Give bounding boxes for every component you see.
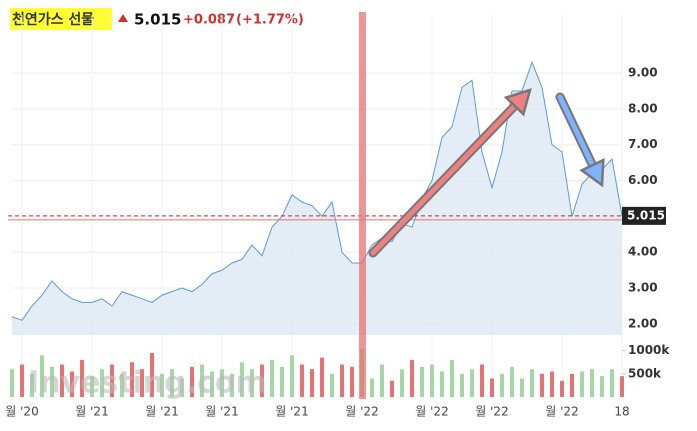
y-tick-label: 4.00 (628, 245, 658, 259)
volume-bar (540, 373, 544, 397)
volume-bar (320, 357, 324, 397)
price-line (11, 60, 623, 321)
volume-bar (350, 366, 354, 397)
volume-bar (390, 380, 394, 397)
up-arrow-head (503, 88, 532, 117)
volume-bar (30, 373, 34, 397)
volume-bar (180, 378, 184, 397)
volume-bar (280, 366, 284, 397)
volume-bar (20, 364, 24, 397)
y-tick-label: 6.00 (628, 173, 658, 187)
volume-bar (60, 364, 64, 397)
volume-bar (130, 362, 134, 397)
price-area (12, 62, 622, 335)
volume-bar (210, 371, 214, 397)
volume-bar (450, 359, 454, 397)
last-price-tag-label: 5.015 (627, 208, 665, 222)
volume-bar (610, 369, 614, 397)
change-pct: (+1.77%) (236, 13, 304, 28)
volume-bar (150, 352, 154, 397)
volume-bar (50, 366, 54, 397)
volume-tick-label: 1000k (628, 343, 670, 357)
volume-bar (100, 369, 104, 397)
volume-bar (120, 373, 124, 397)
chart-title: 천연가스 선물 (12, 12, 94, 28)
volume-bar (260, 364, 264, 397)
x-tick-label: 월 '22 (545, 405, 578, 419)
volume-bar (140, 369, 144, 397)
volume-bar (380, 364, 384, 397)
last-price: 5.015 (134, 11, 181, 29)
volume-bar (230, 373, 234, 397)
x-tick-label: 월 '21 (75, 405, 108, 419)
volume-bar (620, 376, 624, 397)
volume-bar (490, 378, 494, 397)
volume-bar (330, 373, 334, 397)
volume-bar (250, 369, 254, 397)
volume-bar (500, 373, 504, 397)
volume-bar (430, 364, 434, 397)
volume-bar (160, 373, 164, 397)
x-tick-label: 18 (614, 405, 629, 419)
volume-bar (270, 359, 274, 397)
volume-bar (300, 364, 304, 397)
volume-tick-label: 500k (628, 366, 662, 380)
title-highlight (10, 8, 112, 30)
highlight-band (359, 12, 366, 399)
y-tick-label: 7.00 (628, 137, 658, 151)
x-tick-label: 월 '21 (275, 405, 308, 419)
y-tick-label: 3.00 (628, 281, 658, 295)
volume-bar (530, 369, 534, 397)
down-arrow-head (579, 157, 605, 188)
volume-bar (70, 371, 74, 397)
volume-bar (550, 371, 554, 397)
volume-bar (600, 376, 604, 397)
x-tick-label: 월 '22 (345, 405, 378, 419)
volume-bar (420, 366, 424, 397)
volume-bar (310, 369, 314, 397)
volume-bar (110, 364, 114, 397)
volume-bar (170, 369, 174, 397)
volume-bar (370, 378, 374, 397)
volume-bar (570, 373, 574, 397)
volume-bar (400, 369, 404, 397)
watermark: Investing.com (28, 366, 267, 401)
volume-bar (340, 364, 344, 397)
volume-bar (470, 369, 474, 397)
volume-bar (190, 366, 194, 397)
y-tick-label: 9.00 (628, 66, 658, 80)
volume-bar (410, 359, 414, 397)
volume-bar (10, 369, 14, 397)
volume-bar (80, 359, 84, 397)
change: +0.087 (183, 13, 235, 28)
y-tick-label: 2.00 (628, 316, 658, 330)
down-arrow-shaft-fill (557, 94, 596, 168)
volume-bar (40, 355, 44, 397)
volume-bar (580, 371, 584, 397)
up-icon (118, 14, 128, 22)
volume-bar (460, 373, 464, 397)
x-tick-label: 월 '20 (5, 405, 38, 419)
last-price-tag (622, 206, 666, 225)
volume-bar (560, 380, 564, 397)
volume-bar (200, 364, 204, 397)
volume-bar (480, 364, 484, 397)
y-tick-label: 8.00 (628, 101, 658, 115)
volume-bar (520, 378, 524, 397)
volume-bar (590, 369, 594, 397)
volume-bar (440, 371, 444, 397)
x-tick-label: 월 '21 (145, 405, 178, 419)
x-tick-label: 월 '22 (415, 405, 448, 419)
volume-bar (90, 376, 94, 397)
plot: 2.003.004.005.006.007.008.009.00월 '20월 '… (5, 12, 670, 419)
up-arrow-shaft-fill (370, 103, 518, 256)
x-tick-label: 월 '21 (205, 405, 238, 419)
x-tick-label: 월 '22 (475, 405, 508, 419)
volume-bar (240, 362, 244, 397)
volume-bar (220, 369, 224, 397)
volume-bar (510, 366, 514, 397)
volume-bar (290, 355, 294, 397)
